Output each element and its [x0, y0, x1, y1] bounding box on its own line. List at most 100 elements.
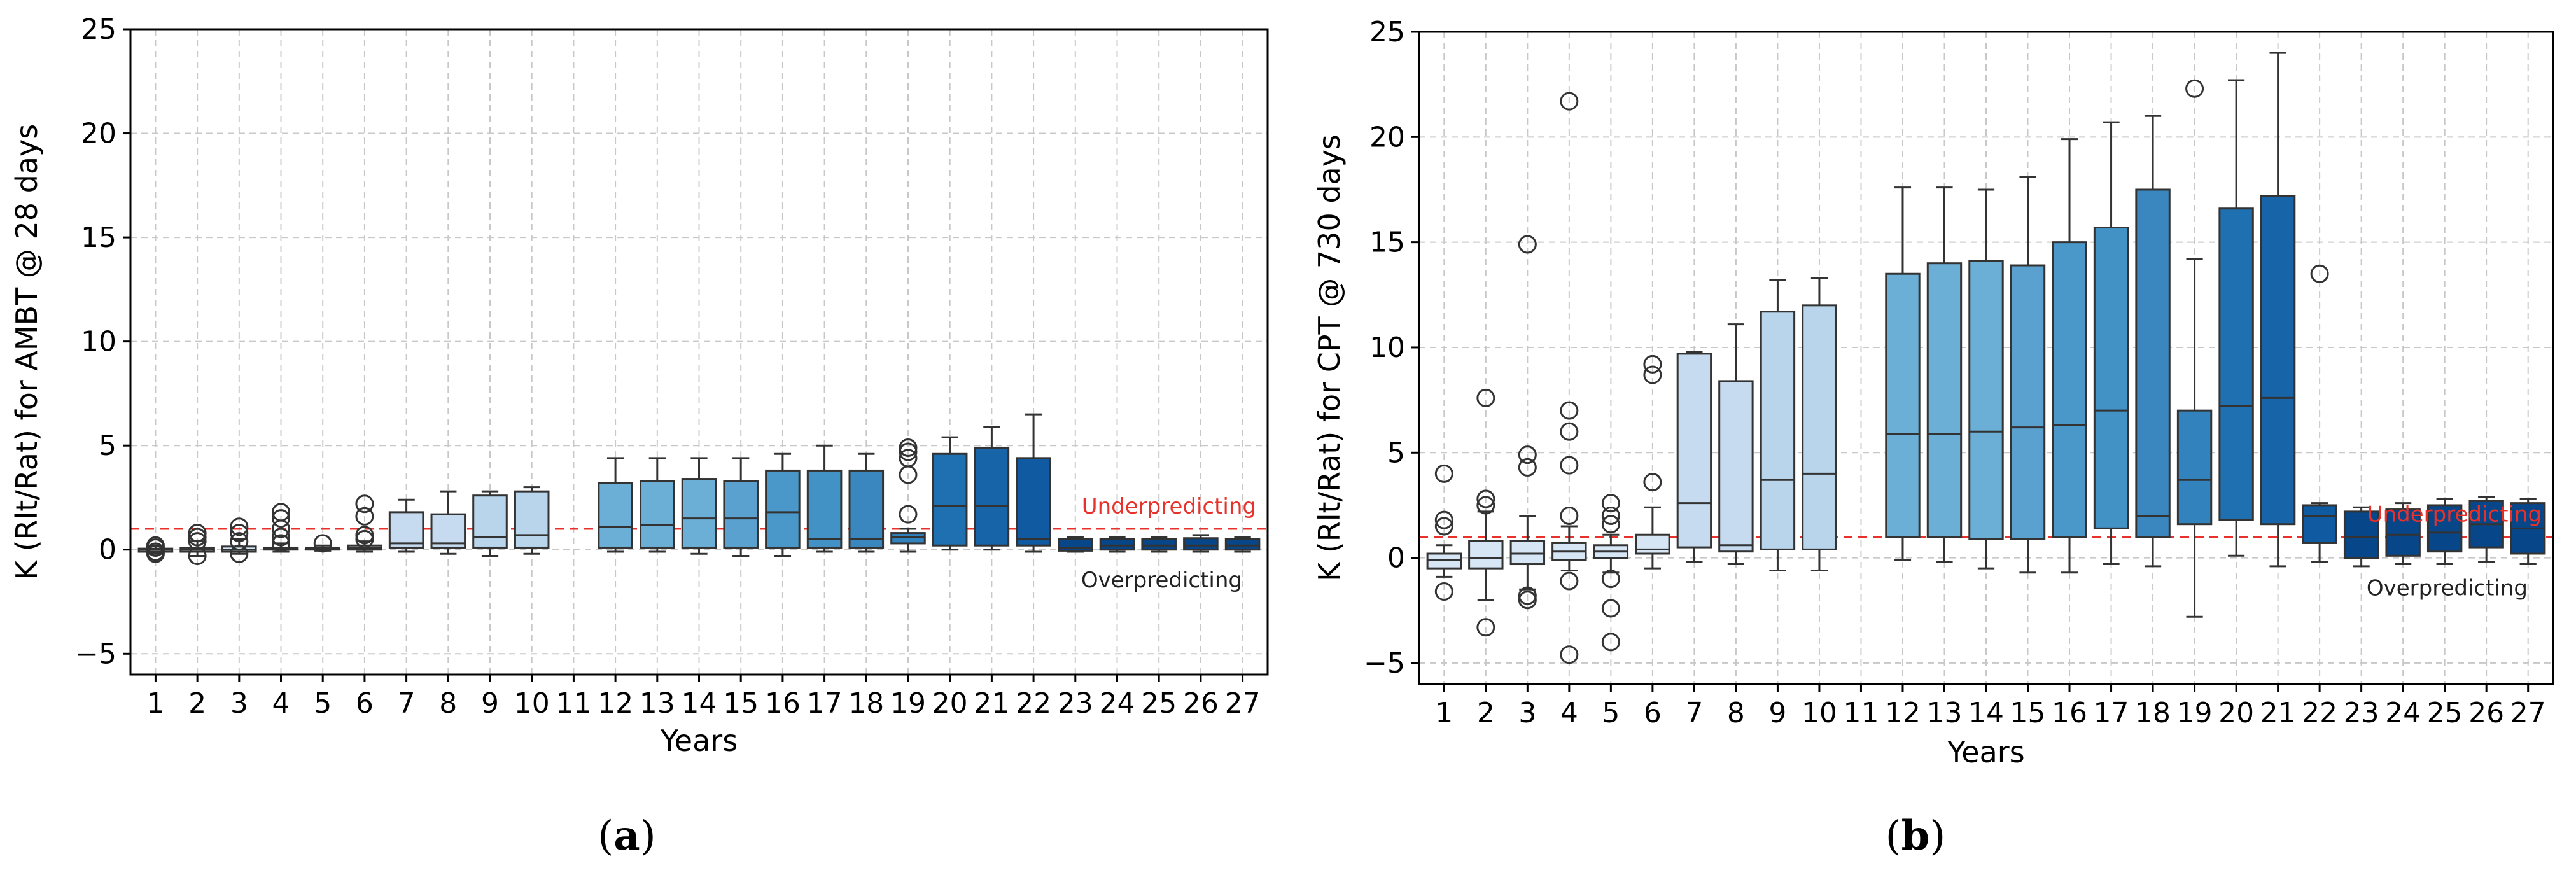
outlier-point [1601, 570, 1620, 589]
outlier-point [1560, 92, 1579, 111]
box-21 [974, 426, 1010, 551]
x-tick-label: 4 [1560, 697, 1578, 729]
y-tick-label: 0 [1387, 542, 1405, 575]
box-16 [765, 452, 801, 557]
outlier-point [2185, 79, 2204, 98]
outlier-point [1434, 517, 1453, 536]
box-5 [1593, 494, 1629, 652]
box-17 [2093, 121, 2129, 566]
box-14 [1968, 188, 2004, 570]
box-iqr [1676, 353, 1712, 549]
box-iqr [2385, 508, 2421, 557]
box-iqr [1058, 538, 1093, 552]
outlier-point [1476, 618, 1495, 637]
box-6 [347, 494, 382, 553]
outlier-point [1560, 571, 1579, 591]
box-iqr [681, 478, 717, 549]
x-tick-label: 7 [1685, 697, 1703, 729]
x-axis-title: Years [660, 724, 738, 758]
x-tick-label: 23 [2344, 697, 2379, 729]
outlier-point [1518, 445, 1537, 465]
y-tick-label: 25 [81, 13, 116, 46]
box-10 [1802, 277, 1837, 571]
outlier-point [355, 529, 374, 549]
outlier-point [1476, 496, 1495, 515]
outlier-point [1560, 456, 1579, 475]
x-tick-label: 17 [2094, 697, 2129, 729]
annotation-underpredicting: Underpredicting [1082, 494, 1256, 519]
x-tick-label: 24 [2385, 697, 2421, 729]
x-tick-label: 17 [807, 687, 843, 720]
annotation-underpredicting: Underpredicting [2367, 502, 2542, 528]
outlier-point [1518, 458, 1537, 477]
y-tick-label: 10 [1369, 332, 1405, 364]
outlier-point [188, 532, 207, 551]
box-iqr [2176, 409, 2213, 526]
box-20 [932, 436, 968, 551]
outlier-point [1601, 599, 1620, 618]
box-iqr [514, 490, 550, 549]
box-iqr [1141, 538, 1177, 551]
y-tick-label: 5 [99, 430, 116, 462]
x-tick-label: 9 [1768, 697, 1786, 729]
outlier-point [272, 503, 291, 522]
box-iqr [932, 452, 968, 547]
x-tick-label: 7 [398, 687, 416, 720]
box-18 [848, 452, 885, 553]
x-axis-title: Years [1947, 735, 2024, 769]
box-13 [1926, 186, 1963, 563]
box-iqr [806, 469, 843, 549]
outlier-point [188, 524, 207, 543]
box-iqr [472, 494, 508, 549]
y-tick-label: 20 [81, 118, 116, 150]
box-iqr [430, 513, 466, 549]
y-tick-label: 25 [1369, 16, 1405, 48]
annotation-overpredicting: Overpredicting [1081, 568, 1242, 593]
outlier-point [146, 536, 165, 555]
box-21 [2260, 52, 2296, 568]
box-12 [1885, 186, 1921, 561]
box-1 [1426, 464, 1462, 601]
x-tick-label: 10 [514, 687, 550, 720]
annotation-overpredicting: Overpredicting [2367, 576, 2528, 601]
x-tick-label: 2 [1477, 697, 1495, 729]
box-iqr [723, 480, 759, 549]
outlier-point [230, 544, 249, 563]
x-tick-label: 15 [723, 687, 759, 720]
outlier-point [1601, 506, 1620, 525]
box-iqr [1468, 540, 1504, 570]
box-9 [472, 490, 508, 557]
x-tick-label: 27 [2510, 697, 2546, 729]
box-iqr [598, 482, 633, 549]
x-tick-label: 18 [848, 687, 884, 720]
box-iqr [1802, 304, 1837, 550]
box-6 [1635, 354, 1670, 570]
box-27 [1224, 536, 1261, 553]
outlier-point [355, 494, 374, 514]
x-tick-label: 2 [188, 687, 206, 720]
outlier-point [188, 547, 207, 566]
box-iqr [2260, 195, 2296, 526]
x-tick-label: 16 [765, 687, 801, 720]
box-18 [2135, 115, 2171, 568]
outlier-point [1643, 473, 1662, 492]
box-9 [1760, 279, 1796, 571]
box-14 [681, 457, 717, 555]
outlier-point [272, 528, 291, 547]
x-tick-label: 24 [1099, 687, 1135, 720]
y-tick-label: 20 [1369, 121, 1405, 153]
x-tick-label: 22 [1016, 687, 1051, 720]
x-tick-label: 4 [272, 687, 290, 720]
outlier-point [230, 532, 249, 551]
outlier-point [899, 438, 918, 457]
box-19 [2176, 79, 2213, 618]
box-2 [179, 524, 215, 566]
x-tick-label: 23 [1058, 687, 1093, 720]
y-tick-label: 15 [81, 221, 116, 254]
outlier-point [355, 526, 374, 545]
outlier-point [899, 449, 918, 468]
box-iqr [1099, 538, 1135, 551]
outlier-point [899, 442, 918, 461]
